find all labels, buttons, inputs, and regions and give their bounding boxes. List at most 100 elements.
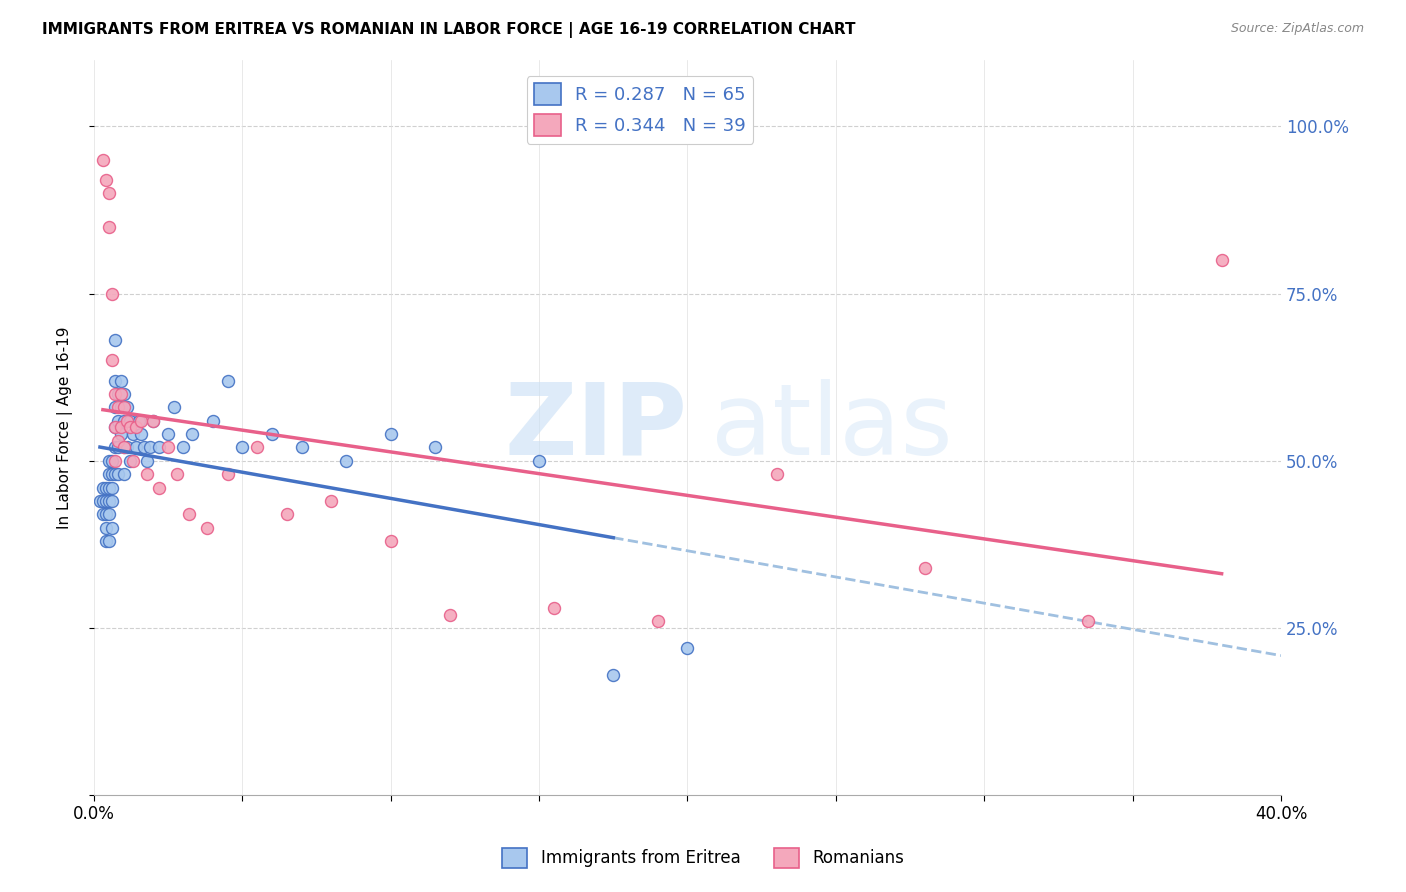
Point [765, 467, 787, 482]
Point [101, 353, 124, 368]
Point [112, 441, 135, 455]
Point [131, 414, 153, 428]
Point [118, 420, 141, 434]
Point [107, 434, 129, 448]
Point [101, 467, 124, 482]
Point [97, 481, 120, 495]
Point [439, 607, 461, 622]
Point [112, 441, 135, 455]
Point [676, 640, 699, 655]
Point [104, 454, 127, 468]
Point [97, 494, 120, 508]
Point [124, 420, 146, 434]
Point [94, 494, 117, 508]
Point [217, 467, 239, 482]
Point [91, 508, 114, 522]
Point [91, 153, 114, 167]
Point [602, 667, 624, 681]
Text: atlas: atlas [711, 379, 953, 475]
Point [110, 420, 132, 434]
Y-axis label: In Labor Force | Age 16-19: In Labor Force | Age 16-19 [58, 326, 73, 529]
Point [246, 441, 269, 455]
Point [101, 481, 124, 495]
Point [115, 414, 138, 428]
Point [115, 401, 138, 415]
Point [112, 414, 135, 428]
Point [97, 467, 120, 482]
Point [91, 494, 114, 508]
Point [110, 387, 132, 401]
Point [195, 521, 218, 535]
Point [128, 414, 150, 428]
Point [321, 494, 343, 508]
Point [121, 427, 143, 442]
Point [148, 441, 170, 455]
Point [97, 454, 120, 468]
Point [104, 334, 127, 348]
Point [157, 427, 180, 442]
Point [380, 427, 402, 442]
Legend: Immigrants from Eritrea, Romanians: Immigrants from Eritrea, Romanians [495, 841, 911, 875]
Point [94, 533, 117, 548]
Point [142, 414, 165, 428]
Point [181, 427, 204, 442]
Point [110, 374, 132, 388]
Point [148, 481, 170, 495]
Point [136, 454, 159, 468]
Point [231, 441, 253, 455]
Point [201, 414, 224, 428]
Point [291, 441, 314, 455]
Point [104, 441, 127, 455]
Point [89, 494, 111, 508]
Point [163, 401, 186, 415]
Point [527, 454, 550, 468]
Point [104, 420, 127, 434]
Point [157, 441, 180, 455]
Point [121, 454, 143, 468]
Point [110, 427, 132, 442]
Point [112, 401, 135, 415]
Point [177, 508, 200, 522]
Point [914, 560, 936, 574]
Point [118, 454, 141, 468]
Point [260, 427, 283, 442]
Point [1077, 614, 1099, 628]
Point [217, 374, 239, 388]
Point [166, 467, 188, 482]
Point [107, 401, 129, 415]
Point [172, 441, 194, 455]
Point [101, 521, 124, 535]
Point [101, 454, 124, 468]
Point [276, 508, 298, 522]
Point [380, 533, 402, 548]
Point [94, 508, 117, 522]
Point [97, 186, 120, 201]
Point [101, 286, 124, 301]
Point [107, 414, 129, 428]
Point [94, 481, 117, 495]
Point [101, 494, 124, 508]
Point [131, 427, 153, 442]
Point [134, 441, 156, 455]
Point [543, 600, 565, 615]
Point [91, 481, 114, 495]
Point [97, 508, 120, 522]
Point [124, 441, 146, 455]
Point [107, 387, 129, 401]
Point [104, 401, 127, 415]
Point [97, 533, 120, 548]
Point [104, 420, 127, 434]
Point [118, 414, 141, 428]
Text: ZIP: ZIP [505, 379, 688, 475]
Point [112, 387, 135, 401]
Point [104, 387, 127, 401]
Point [104, 374, 127, 388]
Point [142, 414, 165, 428]
Point [107, 467, 129, 482]
Point [112, 467, 135, 482]
Point [647, 614, 669, 628]
Point [94, 173, 117, 187]
Point [139, 441, 162, 455]
Point [97, 219, 120, 234]
Point [110, 401, 132, 415]
